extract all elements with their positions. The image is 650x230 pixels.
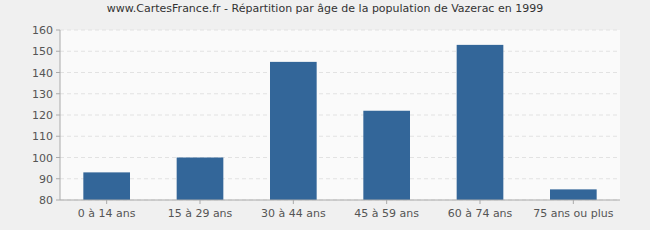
bar [83, 172, 130, 200]
tick-label: 150 [32, 45, 53, 58]
chart: www.CartesFrance.fr - Répartition par âg… [0, 0, 650, 230]
background [0, 0, 650, 230]
tick-label: 140 [32, 67, 53, 80]
grid-line [60, 72, 620, 73]
grid-line [60, 136, 620, 137]
tick-mark [56, 115, 60, 116]
tick-label: 160 [32, 24, 53, 37]
bars [83, 45, 596, 200]
bar [177, 158, 224, 201]
tick-label: 130 [32, 88, 53, 101]
chart-container: www.CartesFrance.fr - Répartition par âg… [0, 0, 650, 230]
grid-line [60, 115, 620, 116]
plot-area [60, 30, 620, 200]
category-label: 15 à 29 ans [168, 207, 233, 220]
grid-line [60, 178, 620, 179]
grid-line [60, 157, 620, 158]
tick-mark [56, 136, 60, 137]
title: www.CartesFrance.fr - Répartition par âg… [107, 2, 543, 15]
tick-mark [56, 200, 60, 201]
category-label: 0 à 14 ans [78, 207, 136, 220]
tick-label: 100 [32, 152, 53, 165]
x-tick [480, 200, 481, 204]
bar [363, 111, 410, 200]
tick-mark [56, 51, 60, 52]
bar [457, 45, 504, 200]
grid-line [60, 30, 620, 31]
x-tick [106, 200, 107, 204]
tick-label: 80 [39, 194, 53, 207]
x-axis [60, 200, 620, 201]
grid-line [60, 93, 620, 94]
tick-label: 120 [32, 109, 53, 122]
tick-mark [56, 30, 60, 31]
category-label: 30 à 44 ans [261, 207, 326, 220]
x-tick [573, 200, 574, 204]
x-tick [293, 200, 294, 204]
category-label: 45 à 59 ans [354, 207, 419, 220]
y-axis [60, 30, 61, 200]
tick-mark [56, 93, 60, 94]
category-label: 60 à 74 ans [448, 207, 513, 220]
x-tick [200, 200, 201, 204]
bar [270, 62, 317, 200]
tick-mark [56, 157, 60, 158]
tick-label: 110 [32, 130, 53, 143]
bar [550, 189, 597, 200]
x-tick [386, 200, 387, 204]
grid-line [60, 51, 620, 52]
tick-label: 90 [39, 173, 53, 186]
category-label: 75 ans ou plus [533, 207, 614, 220]
tick-mark [56, 178, 60, 179]
grid-line [60, 200, 620, 201]
tick-mark [56, 72, 60, 73]
